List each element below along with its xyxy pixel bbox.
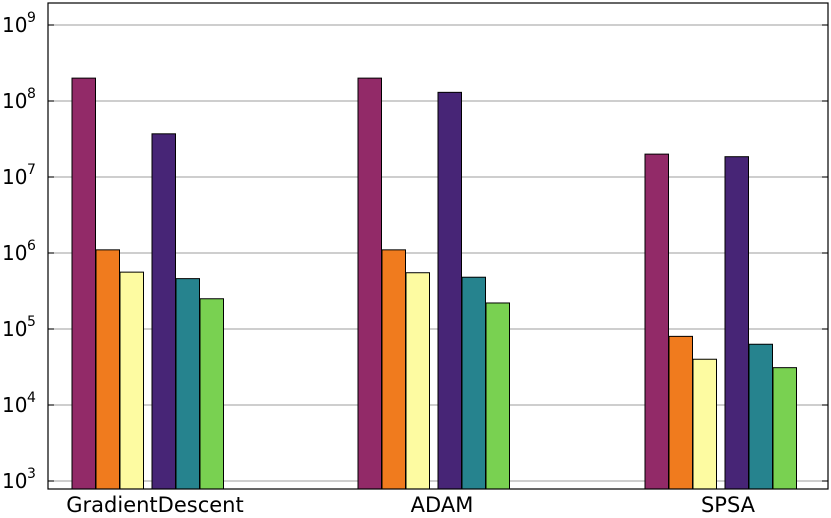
bar xyxy=(668,335,693,490)
bar xyxy=(151,133,176,490)
bar xyxy=(461,276,486,490)
bar xyxy=(95,249,120,490)
bar xyxy=(724,156,749,490)
bar xyxy=(405,272,430,490)
y-tick-exponent: 9 xyxy=(27,10,36,26)
bar xyxy=(199,298,224,490)
y-tick-base: 10 xyxy=(2,13,27,37)
bar xyxy=(71,77,96,490)
bar xyxy=(644,153,669,490)
bars xyxy=(71,77,797,490)
y-tick-label: 10 4 xyxy=(2,390,36,417)
y-tick-base: 10 xyxy=(2,393,27,417)
y-tick-label: 10 5 xyxy=(2,314,36,341)
y-tick-label: 10 6 xyxy=(2,238,36,265)
y-tick-exponent: 3 xyxy=(27,466,36,482)
y-tick-label: 10 8 xyxy=(2,86,36,113)
y-tick-base: 10 xyxy=(2,241,27,265)
x-tick-label: GradientDescent xyxy=(66,493,243,517)
y-tick-exponent: 6 xyxy=(27,238,36,254)
x-tick-label: SPSA xyxy=(701,493,756,517)
y-tick-base: 10 xyxy=(2,165,27,189)
bar xyxy=(748,343,773,490)
y-tick-exponent: 8 xyxy=(27,86,36,102)
bar xyxy=(437,91,462,490)
plot-frame xyxy=(47,2,829,490)
x-axis-ticks: GradientDescent ADAM SPSA xyxy=(66,493,755,517)
y-tick-label: 10 9 xyxy=(2,10,36,37)
y-tick-label: 10 3 xyxy=(2,466,36,493)
bar xyxy=(175,278,200,490)
y-tick-base: 10 xyxy=(2,317,27,341)
bar xyxy=(119,271,144,490)
y-tick-base: 10 xyxy=(2,469,27,493)
bar xyxy=(692,358,717,490)
x-tick-label: ADAM xyxy=(411,493,474,517)
y-tick-exponent: 4 xyxy=(27,390,36,406)
bar xyxy=(772,367,797,490)
y-tick-base: 10 xyxy=(2,89,27,113)
bar xyxy=(357,77,382,490)
y-tick-exponent: 5 xyxy=(27,314,36,330)
bar xyxy=(381,249,406,490)
y-tick-exponent: 7 xyxy=(27,162,36,178)
bar xyxy=(485,302,510,490)
y-tick-label: 10 7 xyxy=(2,162,36,189)
